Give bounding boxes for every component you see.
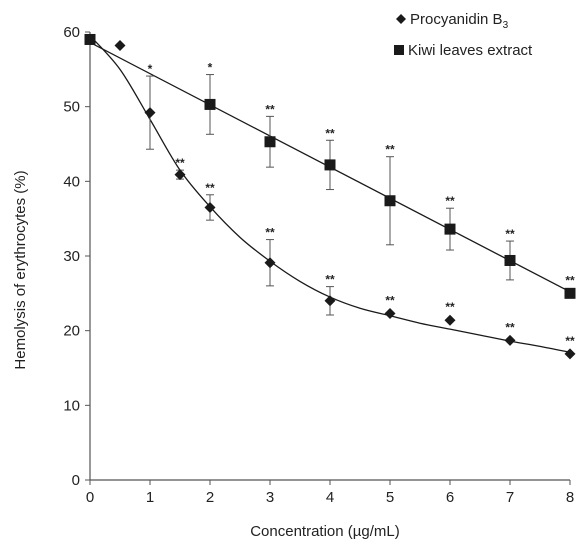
diamond-marker: [324, 295, 336, 307]
diamond-marker: [114, 39, 126, 51]
square-marker: [264, 136, 276, 148]
diamond-marker: [174, 169, 186, 181]
square-marker: [564, 287, 576, 299]
diamond-marker: [564, 348, 576, 360]
significance-label: *: [148, 62, 153, 76]
y-tick-label: 30: [63, 248, 80, 265]
tick-labels: 0 1 2 3 4 5 6 7 8 0 10 20 30 40 50 60: [63, 24, 574, 506]
significance-label: **: [265, 226, 275, 240]
significance-label: **: [565, 273, 575, 287]
significance-label: **: [505, 227, 515, 241]
legend-marker-procyanidin: [396, 14, 406, 24]
significance-label: *: [208, 61, 213, 75]
significance-label: **: [325, 273, 335, 287]
diamond-marker: [384, 307, 396, 319]
significance-labels: *********** *******************: [148, 61, 575, 348]
significance-label: **: [565, 334, 575, 348]
y-tick-label: 10: [63, 397, 80, 414]
x-tick-label: 3: [266, 489, 274, 506]
diamond-marker: [504, 334, 516, 346]
legend-label-kiwi: Kiwi leaves extract: [408, 42, 533, 59]
legend-label-procyanidin-subscript: 3: [503, 20, 509, 31]
square-marker: [444, 223, 456, 235]
y-tick-label: 50: [63, 99, 80, 116]
square-marker: [324, 159, 336, 171]
significance-label: **: [205, 181, 215, 195]
x-tick-label: 6: [446, 489, 454, 506]
significance-label: **: [385, 293, 395, 307]
diamond-marker: [264, 257, 276, 269]
significance-label: **: [445, 300, 455, 314]
square-marker: [504, 254, 516, 266]
y-tick-label: 40: [63, 173, 80, 190]
significance-label: **: [385, 143, 395, 157]
legend: Procyanidin B3 Kiwi leaves extract: [394, 11, 533, 59]
significance-label: **: [505, 320, 515, 334]
significance-label: **: [445, 194, 455, 208]
data-markers: [84, 33, 576, 360]
y-tick-label: 60: [63, 24, 80, 41]
significance-label: **: [325, 126, 335, 140]
significance-label: **: [265, 102, 275, 116]
diamond-marker: [444, 314, 456, 326]
diamond-marker: [204, 201, 216, 213]
legend-label-procyanidin: Procyanidin B3: [410, 11, 509, 31]
x-tick-label: 5: [386, 489, 394, 506]
x-axis-title: Concentration (µg/mL): [250, 523, 400, 540]
significance-label: **: [175, 156, 185, 170]
x-tick-label: 2: [206, 489, 214, 506]
legend-label-procyanidin-name: Procyanidin B: [410, 11, 503, 28]
y-axis-title: Hemolysis of erythrocytes (%): [12, 170, 29, 369]
y-tick-label: 20: [63, 323, 80, 340]
legend-marker-kiwi: [394, 45, 404, 55]
x-tick-label: 8: [566, 489, 574, 506]
x-tick-label: 0: [86, 489, 94, 506]
square-marker: [84, 33, 96, 45]
x-tick-label: 1: [146, 489, 154, 506]
square-marker: [204, 98, 216, 110]
x-tick-label: 4: [326, 489, 334, 506]
square-marker: [384, 195, 396, 207]
axes: [85, 31, 571, 485]
x-tick-label: 7: [506, 489, 514, 506]
y-tick-label: 0: [72, 472, 80, 489]
diamond-marker: [144, 107, 156, 119]
